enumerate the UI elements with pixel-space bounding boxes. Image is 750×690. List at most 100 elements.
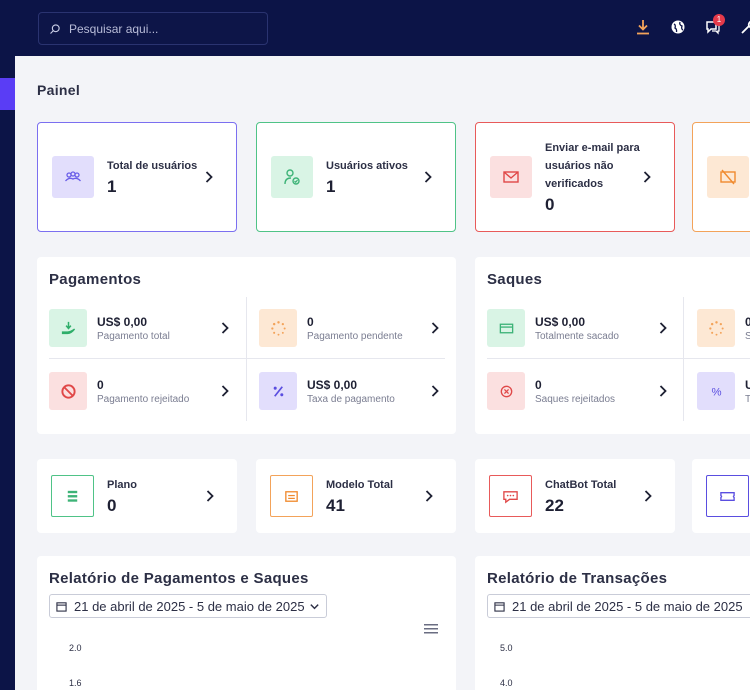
search-icon [50, 23, 60, 34]
mini-value: US$ 0,00 [535, 314, 586, 329]
ban-icon [49, 372, 87, 410]
page-title: Painel [37, 82, 81, 98]
stat-label: Enviar e-mail para usuários não verifica… [545, 142, 640, 190]
stat-value: 0 [107, 496, 117, 515]
percent-icon: % [697, 372, 735, 410]
wrench-icon [740, 20, 750, 34]
main-content: Painel Total de usuários 1 Usuários ativ… [15, 56, 750, 690]
chevron-right-icon [659, 385, 667, 397]
y-tick-label: 5.0 [500, 643, 513, 653]
user-check-icon [271, 156, 313, 198]
date-range-text: 21 de abril de 2025 - 5 de maio de 2025 [74, 598, 305, 614]
language-button[interactable] [660, 16, 695, 38]
stat-card-chatbots[interactable]: ChatBot Total 22 [475, 459, 675, 533]
stat-card-unverified-email[interactable]: Enviar e-mail para usuários não verifica… [475, 122, 675, 232]
stat-card-plans[interactable]: Plano 0 [37, 459, 237, 533]
date-range-picker[interactable]: 21 de abril de 2025 - 5 de maio de 2025 [487, 594, 750, 618]
notifications-button[interactable]: 1 [695, 14, 730, 38]
chevron-down-icon [309, 603, 319, 609]
chat-bubble-icon [489, 475, 532, 517]
stat-value: 22 [545, 496, 564, 515]
stat-label: Usuários ativos [326, 160, 408, 172]
stat-value: 1 [326, 177, 336, 196]
mini-label: Saques rejeitados [535, 393, 616, 405]
chevron-right-icon [424, 171, 432, 183]
withdrawal-rejected[interactable]: 0 Saques rejeitados [487, 360, 684, 422]
download-icon [636, 20, 649, 35]
mini-label: Totalmente sacado [535, 330, 619, 342]
loading-spinner-icon [259, 309, 297, 347]
mini-value: 0 [97, 377, 104, 392]
hamburger-menu-icon[interactable] [424, 623, 438, 635]
hand-money-icon [49, 309, 87, 347]
withdrawal-total[interactable]: US$ 0,00 Totalmente sacado [487, 297, 684, 359]
download-button[interactable] [625, 16, 660, 38]
calendar-icon [494, 601, 505, 612]
withdrawals-panel: Saques US$ 0,00 Totalmente sacado 0 S [475, 257, 750, 434]
template-icon [270, 475, 313, 517]
mini-value: U [745, 377, 750, 392]
mini-value: 0 [307, 314, 314, 329]
users-group-icon [52, 156, 94, 198]
mini-value: 0 [535, 377, 542, 392]
search-input[interactable] [69, 21, 249, 36]
tools-button[interactable] [730, 16, 750, 38]
payment-fee[interactable]: US$ 0,00 Taxa de pagamento [259, 360, 456, 422]
mini-label: Pagamento total [97, 330, 170, 342]
stat-label: ChatBot Total [545, 479, 617, 491]
payments-withdrawals-report: Relatório de Pagamentos e Saques 21 de a… [37, 556, 456, 690]
x-circle-icon [487, 372, 525, 410]
chevron-right-icon [221, 322, 229, 334]
y-tick-label: 4.0 [500, 678, 513, 688]
stat-card-partial[interactable] [692, 122, 750, 232]
search-box[interactable] [38, 12, 268, 45]
disabled-display-icon [707, 156, 749, 198]
credit-card-icon [487, 309, 525, 347]
chevron-right-icon [425, 490, 433, 502]
stat-card-templates[interactable]: Modelo Total 41 [256, 459, 456, 533]
mini-label: Taxa de pagamento [307, 393, 395, 405]
ticket-icon [706, 475, 749, 517]
globe-icon [671, 20, 684, 34]
stat-card-active-users[interactable]: Usuários ativos 1 [256, 122, 456, 232]
mini-label: S [745, 330, 750, 342]
stat-card-tickets[interactable] [692, 459, 750, 533]
stat-card-total-users[interactable]: Total de usuários 1 [37, 122, 237, 232]
report-title: Relatório de Transações [487, 570, 668, 587]
calendar-icon [56, 601, 67, 612]
withdrawals-title: Saques [487, 271, 543, 288]
stack-icon [51, 475, 94, 517]
transactions-report: Relatório de Transações 21 de abril de 2… [475, 556, 750, 690]
sidebar-active-item[interactable] [0, 78, 15, 110]
mini-value: US$ 0,00 [307, 377, 358, 392]
y-tick-label: 2.0 [69, 643, 82, 653]
svg-text:%: % [711, 386, 721, 398]
withdrawal-pending[interactable]: 0 S [697, 297, 750, 359]
chevron-right-icon [431, 322, 439, 334]
payment-rejected[interactable]: 0 Pagamento rejeitado [49, 360, 246, 422]
chevron-right-icon [221, 385, 229, 397]
mini-label: Pagamento rejeitado [97, 393, 190, 405]
chevron-right-icon [644, 490, 652, 502]
withdrawal-fee[interactable]: % U T [697, 360, 750, 422]
payment-pending[interactable]: 0 Pagamento pendente [259, 297, 456, 359]
percent-icon [259, 372, 297, 410]
chevron-right-icon [206, 490, 214, 502]
chevron-right-icon [431, 385, 439, 397]
stat-value: 41 [326, 496, 345, 515]
mini-value: 0 [745, 314, 750, 329]
stat-value: 0 [545, 195, 555, 214]
payments-panel: Pagamentos US$ 0,00 Pagamento total 0 Pa… [37, 257, 456, 434]
date-range-picker[interactable]: 21 de abril de 2025 - 5 de maio de 2025 [49, 594, 327, 618]
chevron-right-icon [643, 171, 651, 183]
mini-label: T [745, 393, 750, 405]
mini-value: US$ 0,00 [97, 314, 148, 329]
chevron-right-icon [659, 322, 667, 334]
payment-total[interactable]: US$ 0,00 Pagamento total [49, 297, 246, 359]
notification-badge: 1 [713, 14, 725, 26]
stat-value: 1 [107, 177, 117, 196]
chevron-right-icon [205, 171, 213, 183]
date-range-text: 21 de abril de 2025 - 5 de maio de 2025 [512, 598, 743, 614]
payments-title: Pagamentos [49, 271, 142, 288]
stat-label: Modelo Total [326, 479, 394, 491]
